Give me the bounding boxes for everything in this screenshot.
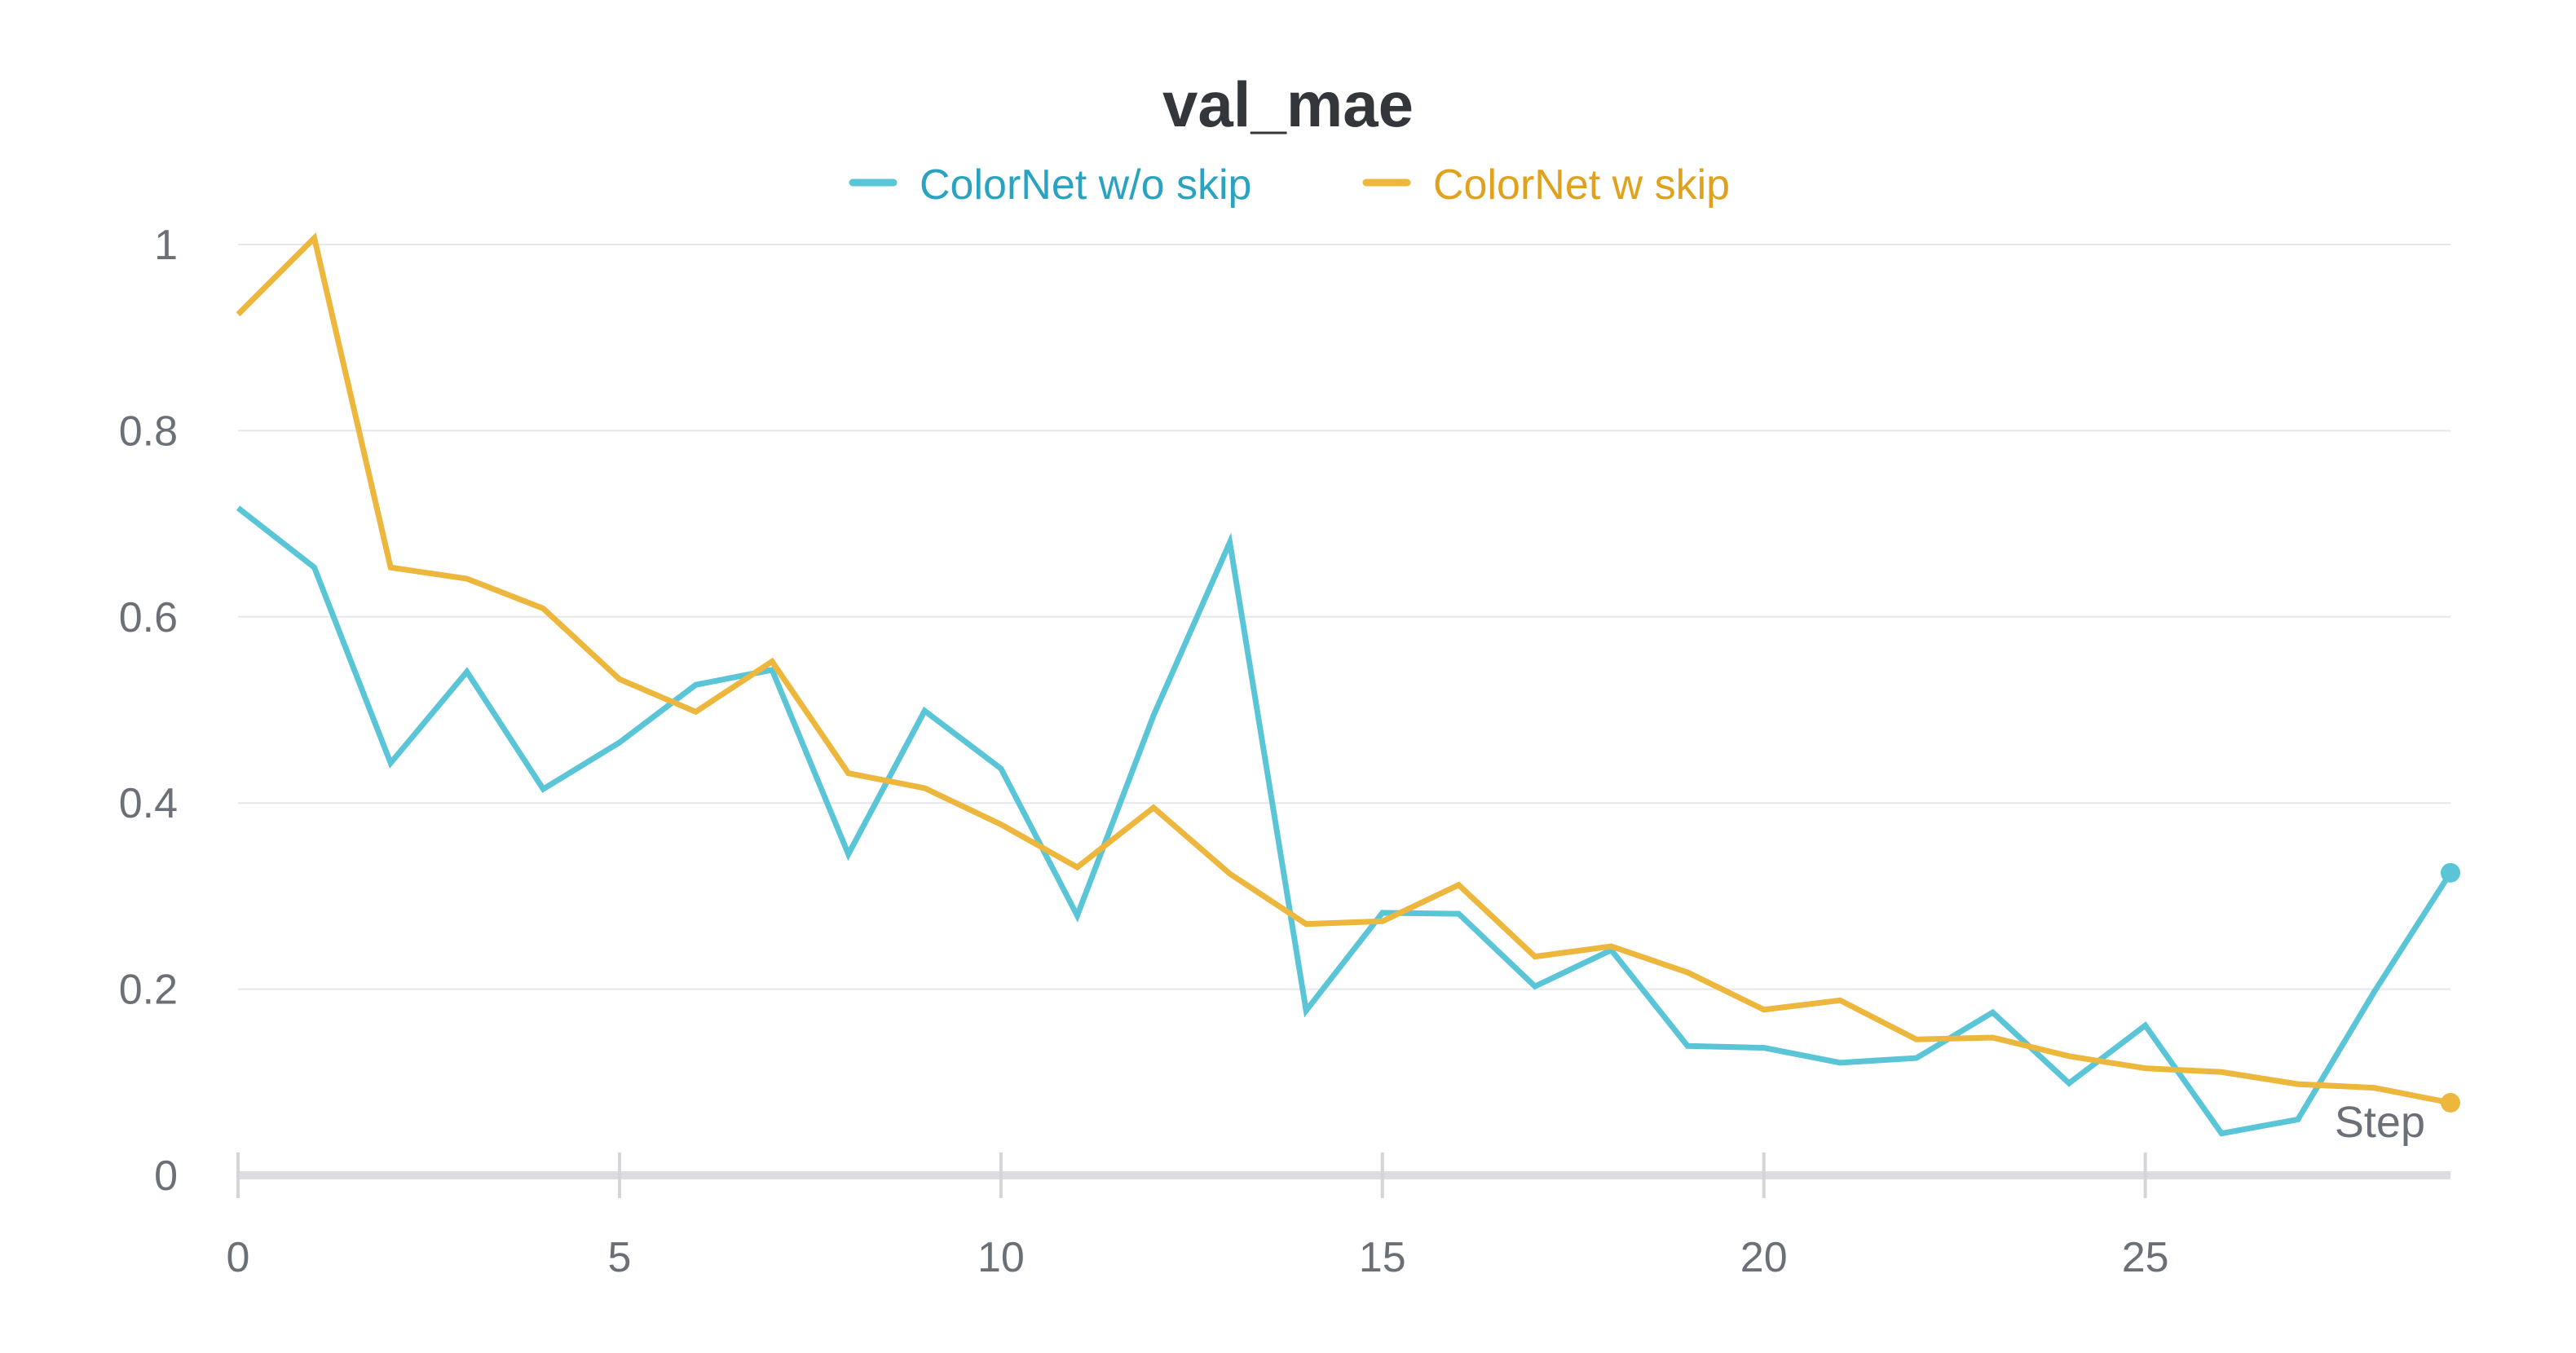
legend-item-1[interactable]: ColorNet w/o skip [849, 161, 1251, 209]
x-tick-label: 0 [227, 1234, 250, 1281]
series-line-1[interactable] [236, 505, 2453, 1137]
x-tick-label: 20 [1740, 1234, 1788, 1281]
chart-title: val_mae [1162, 68, 1414, 140]
x-tick-label: 25 [2122, 1234, 2169, 1281]
x-tick-label: 10 [977, 1234, 1025, 1281]
x-tick-label: 15 [1359, 1234, 1406, 1281]
x-axis-label: Step [2335, 1098, 2425, 1147]
y-tick-label: 1 [154, 222, 178, 269]
legend[interactable]: ColorNet w/o skip ColorNet w skip [849, 161, 1730, 209]
x-tick-label: 5 [607, 1234, 631, 1281]
y-tick-label: 0.8 [119, 408, 178, 455]
series-line-2[interactable] [236, 232, 2451, 1106]
y-tick-label: 0.2 [119, 967, 178, 1014]
series-lines[interactable] [236, 232, 2460, 1137]
y-tick-label: 0 [154, 1152, 178, 1200]
legend-label: ColorNet w/o skip [920, 161, 1251, 209]
y-tick-label: 0.6 [119, 594, 178, 641]
y-axis-ticks: 0 0.2 0.4 0.6 0.8 1 [119, 222, 178, 1200]
legend-label: ColorNet w skip [1433, 161, 1730, 209]
series-end-marker[interactable] [2441, 1092, 2460, 1113]
gridlines [238, 244, 2450, 990]
legend-item-2[interactable]: ColorNet w skip [1362, 161, 1730, 209]
series-end-marker[interactable] [2441, 862, 2460, 883]
y-tick-label: 0.4 [119, 780, 178, 827]
x-axis: 0 5 10 15 20 25 [227, 1152, 2450, 1281]
